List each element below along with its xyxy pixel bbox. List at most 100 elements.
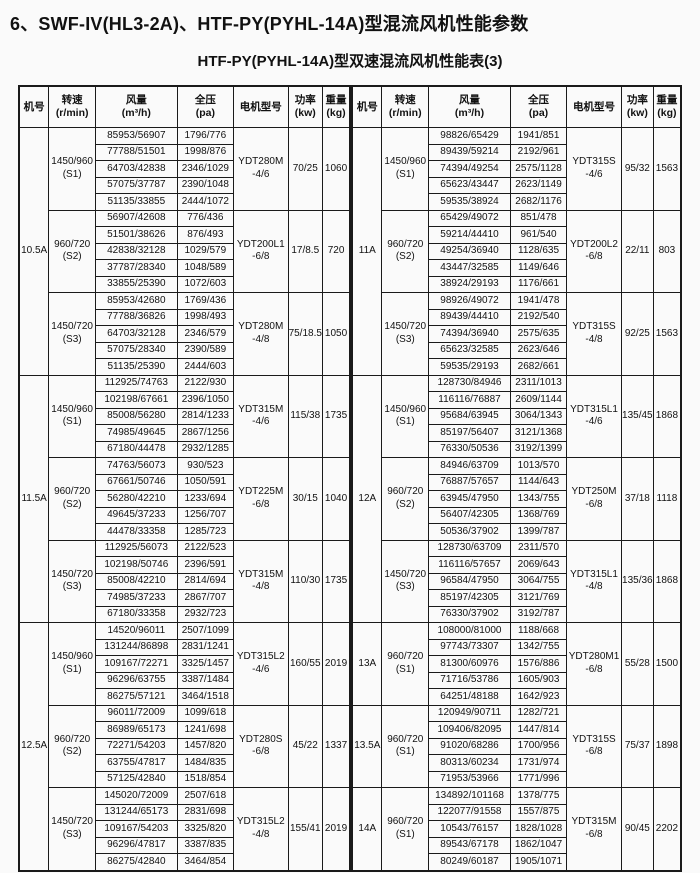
speed-cell: 960/720 (S2) [48,457,96,541]
table-row: 89543/67178 1862/1047 [352,836,681,854]
pressure-cell: 2192/540 [509,308,568,326]
power-cell: 135/36 [620,539,654,623]
airflow-cell: 120949/90711 [428,704,511,722]
motor-cell: YDT280M -4/6 [233,127,289,211]
airflow-cell: 98926/49072 [428,292,511,310]
weight-cell: 1868 [652,374,682,458]
airflow-cell: 51135/25390 [94,358,178,376]
airflow-cell: 89543/67178 [428,836,511,854]
pressure-cell: 1149/646 [509,259,568,277]
pressure-cell: 2575/635 [509,325,568,343]
pressure-cell: 2623/646 [509,341,568,359]
pressure-cell: 2867/707 [176,589,235,607]
performance-table-left: 机号 转速 (r/min) 风量 (m³/h) 全压 (pa) 电机型号 功率 (kw) 重… [18,85,352,872]
airflow-cell: 57075/28340 [94,341,178,359]
airflow-cell: 59535/29193 [428,358,511,376]
airflow-cell: 57075/37787 [94,176,178,194]
pressure-cell: 2507/1099 [176,622,235,640]
airflow-cell: 91020/68286 [428,737,511,755]
power-cell: 95/32 [620,127,654,211]
airflow-cell: 112925/56073 [94,539,178,557]
pressure-cell: 1796/776 [176,127,235,145]
table-row: 10.5A 1450/960 (S1) 85953/56907 1796/776 YDT… [18,127,351,376]
pressure-cell: 2346/579 [176,325,235,343]
table-row: 51135/33855 2444/1072 [19,193,350,211]
airflow-cell: 96296/47817 [94,836,178,854]
pressure-cell: 876/493 [176,226,235,244]
power-cell: 110/30 [287,539,323,623]
airflow-cell: 98826/65429 [428,127,511,145]
power-cell: 160/55 [287,622,323,706]
pressure-cell: 3121/1368 [509,424,568,442]
airflow-cell: 74985/49645 [94,424,178,442]
airflow-cell: 38924/29193 [428,275,511,293]
weight-cell: 1563 [652,127,682,211]
pressure-cell: 961/540 [509,226,568,244]
weight-cell: 1040 [321,457,351,541]
speed-cell: 960/720 (S1) [381,622,430,706]
pressure-cell: 1771/996 [509,770,568,788]
airflow-cell: 112925/74763 [94,374,178,392]
col-header-0: 机号 [18,85,50,128]
machine-cell: 11A [351,127,383,376]
airflow-cell: 85197/42305 [428,589,511,607]
airflow-cell: 56407/42305 [428,506,511,524]
pressure-cell: 1378/775 [509,787,568,805]
pressure-cell: 1342/755 [509,638,568,656]
airflow-cell: 116116/57657 [428,556,511,574]
col-header-4: 电机型号 [566,85,622,128]
airflow-cell: 71716/53786 [428,671,511,689]
motor-cell: YDT280M -4/8 [233,292,289,376]
speed-cell: 1450/720 (S3) [381,292,430,376]
motor-cell: YDT250M -6/8 [566,457,622,541]
pressure-cell: 3192/1399 [509,440,568,458]
speed-cell: 960/720 (S1) [381,787,430,871]
power-cell: 75/37 [620,704,654,788]
weight-cell: 2019 [321,787,351,871]
table-row: 12A 1450/960 (S1) 128730/84946 2311/1013 YDT… [351,374,682,623]
pressure-cell: 2682/1176 [509,193,568,211]
pressure-cell: 2831/698 [176,803,235,821]
pressure-cell: 1241/698 [176,721,235,739]
pressure-cell: 2831/1241 [176,638,235,656]
motor-cell: YDT315S -6/8 [566,704,622,788]
pressure-cell: 3064/1343 [509,407,568,425]
weight-cell: 1050 [321,292,351,376]
pressure-cell: 2390/589 [176,341,235,359]
machine-cell: 13.5A [351,704,383,788]
table-row: 960/720 (S2) 56907/42608 776/436 YDT200L1 -… [19,209,351,293]
table-row: 12.5A 1450/960 (S1) 14520/96011 2507/1099 YD… [18,622,351,871]
airflow-cell: 131244/65173 [94,803,178,821]
airflow-cell: 86989/65173 [94,721,178,739]
motor-cell: YDT225M -6/8 [233,457,289,541]
page-title: 6、SWF-IV(HL3-2A)、HTF-PY(PYHL-14A)型混流风机性能… [10,14,529,34]
pressure-cell: 1029/579 [176,242,235,260]
speed-cell: 1450/720 (S3) [48,539,96,623]
pressure-cell: 2507/618 [176,787,235,805]
pressure-cell: 1128/635 [509,242,568,260]
pressure-cell: 1605/903 [509,671,568,689]
power-cell: 92/25 [620,292,654,376]
pressure-cell: 1642/923 [509,688,568,706]
table-row: 63755/47817 1484/835 [19,754,350,772]
table-row: 56407/42305 1368/769 [352,506,681,524]
table-row: 14A 960/720 (S1) 134892/101168 1378/775 YDT3… [351,787,682,871]
pressure-cell: 1399/787 [509,523,568,541]
col-header-1: 转速 (r/min) [381,85,430,128]
weight-cell: 720 [321,209,351,293]
airflow-cell: 102198/50746 [94,556,178,574]
machine-cell: 10.5A [18,127,50,376]
airflow-cell: 85008/56280 [94,407,178,425]
airflow-cell: 134892/101168 [428,787,511,805]
col-header-4: 电机型号 [233,85,289,128]
pressure-cell: 2867/1256 [176,424,235,442]
airflow-cell: 109406/82095 [428,721,511,739]
table-row: 74394/49254 2575/1128 [352,160,681,178]
col-header-5: 功率 (kw) [287,85,323,128]
speed-cell: 960/720 (S2) [381,457,430,541]
pressure-cell: 3464/854 [176,853,235,871]
pressure-cell: 3387/1484 [176,671,235,689]
weight-cell: 803 [652,209,682,293]
pressure-cell: 1099/618 [176,704,235,722]
pressure-cell: 1457/820 [176,737,235,755]
